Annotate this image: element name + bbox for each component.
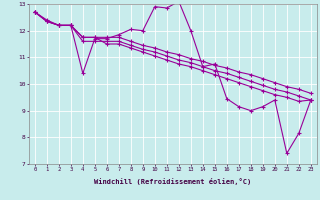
X-axis label: Windchill (Refroidissement éolien,°C): Windchill (Refroidissement éolien,°C) bbox=[94, 178, 252, 185]
